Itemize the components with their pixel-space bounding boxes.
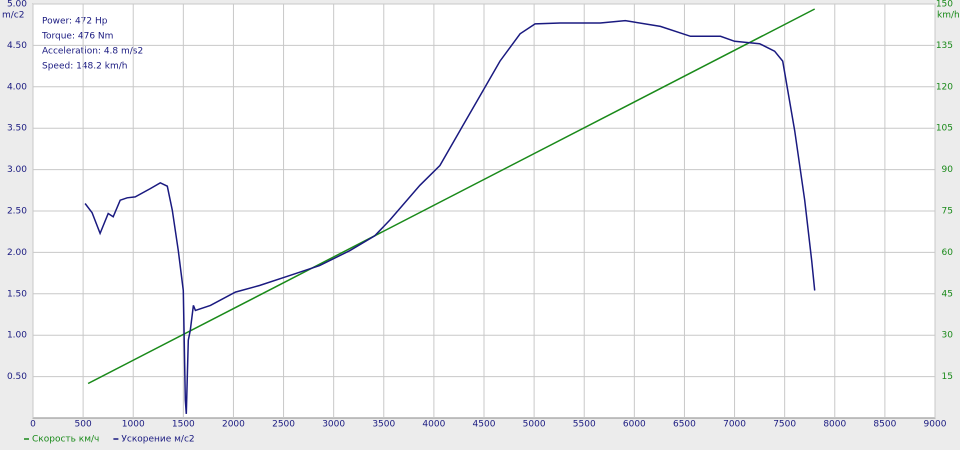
series-line xyxy=(84,19,816,414)
x-tick-label: 9000 xyxy=(924,420,947,430)
y2-tick-label: 45 xyxy=(942,289,953,299)
x-tick-label: 4000 xyxy=(422,420,445,430)
x-tick-label: 1500 xyxy=(172,420,195,430)
y-tick-label: 1.00 xyxy=(7,331,27,341)
y2-tick-label: 60 xyxy=(942,248,954,258)
y-tick-label: 3.00 xyxy=(7,165,27,175)
y2-tick-label: 75 xyxy=(942,207,953,217)
x-tick-label: 3500 xyxy=(372,420,395,430)
legend-label: Ускорение м/с2 xyxy=(121,435,194,445)
x-tick-label: 4500 xyxy=(473,420,496,430)
x-tick-label: 3000 xyxy=(322,420,345,430)
legend-label: Скорость км/ч xyxy=(32,435,99,445)
x-tick-label: 500 xyxy=(75,420,92,430)
x-tick-label: 2000 xyxy=(222,420,245,430)
x-tick-label: 6500 xyxy=(673,420,696,430)
x-tick-label: 0 xyxy=(30,420,36,430)
x-tick-label: 6000 xyxy=(623,420,646,430)
y-tick-label: 3.50 xyxy=(7,124,27,134)
y2-tick-label: 15 xyxy=(942,372,953,382)
y2-tick-label: 30 xyxy=(942,331,954,341)
y2-tick-label: 120 xyxy=(936,82,953,92)
y-tick-label: 5.00 xyxy=(7,0,27,10)
y-tick-label: 4.50 xyxy=(7,41,27,51)
y-axis-label: m/c2 xyxy=(2,11,24,21)
x-tick-label: 5000 xyxy=(523,420,546,430)
y2-tick-label: 150 xyxy=(936,0,953,10)
x-tick-label: 8000 xyxy=(823,420,846,430)
y-tick-label: 0.50 xyxy=(7,372,27,382)
info-line: Torque: 476 Nm xyxy=(41,32,113,42)
x-tick-label: 8500 xyxy=(873,420,896,430)
y2-tick-label: 135 xyxy=(936,41,953,51)
info-line: Power: 472 Hp xyxy=(42,17,108,27)
y-tick-label: 2.50 xyxy=(7,207,27,217)
info-line: Speed: 148.2 km/h xyxy=(42,62,127,72)
info-box: Power: 472 Hp Torque: 476 Nm Acceleratio… xyxy=(41,17,143,72)
y-tick-label: 2.00 xyxy=(7,248,27,258)
x-tick-label: 5500 xyxy=(573,420,596,430)
y2-tick-label: 90 xyxy=(942,165,954,175)
y2-axis-label: km/h xyxy=(937,11,960,21)
x-tick-label: 7000 xyxy=(723,420,746,430)
x-tick-label: 7500 xyxy=(773,420,796,430)
y2-tick-label: 105 xyxy=(936,124,953,134)
x-tick-label: 2500 xyxy=(272,420,295,430)
y-tick-label: 4.00 xyxy=(7,82,27,92)
info-line: Acceleration: 4.8 m/s2 xyxy=(42,47,143,57)
y-tick-label: 1.50 xyxy=(7,289,27,299)
x-tick-label: 1000 xyxy=(122,420,145,430)
series-line xyxy=(87,8,816,385)
